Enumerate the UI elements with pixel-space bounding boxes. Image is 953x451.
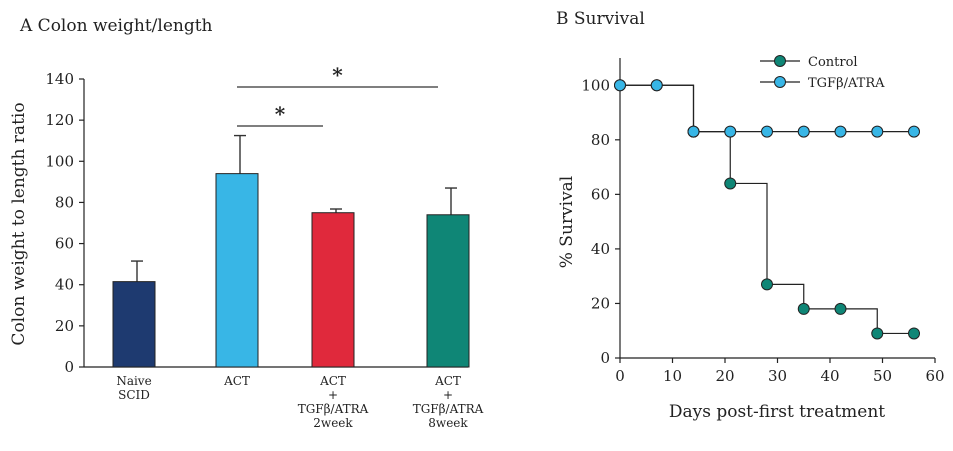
panel-b-survival-chart: B Survival % Survival Days post-first tr… xyxy=(556,9,945,422)
panel-b-x-tick-label: 40 xyxy=(820,367,839,385)
panel-a-bar xyxy=(112,281,156,368)
panel-a-bar xyxy=(426,214,470,368)
panel-a-y-tick-label: 60 xyxy=(55,235,74,253)
panel-a-bar-chart: A Colon weight/length Colon weight to le… xyxy=(9,16,484,430)
panel-b-series-line-control xyxy=(620,84,914,335)
panel-b-data-point-control xyxy=(724,177,737,190)
panel-b-legend-marker xyxy=(774,55,786,67)
panel-a-significance-star: * xyxy=(332,63,343,87)
panel-b-y-tick-label: 80 xyxy=(591,131,610,149)
panel-a-y-tick-label: 140 xyxy=(45,70,74,88)
panel-b-data-point-treatment xyxy=(614,79,626,92)
panel-b-y-tick-label: 100 xyxy=(581,76,610,94)
panel-b-y-tick-label: 40 xyxy=(591,240,610,258)
panel-b-x-tick-label: 20 xyxy=(715,367,734,385)
panel-a-significance-star: * xyxy=(275,102,286,126)
panel-a-category-label: ACT xyxy=(434,374,461,388)
panel-b-data-point-control xyxy=(761,278,773,291)
panel-a-y-tick-label: 120 xyxy=(45,111,74,129)
panel-b-y-tick-label: 20 xyxy=(591,294,610,312)
panel-a-category-label: TGFβ/ATRA xyxy=(298,402,369,416)
panel-b-data-point-treatment xyxy=(871,125,884,138)
panel-b-data-point-control xyxy=(908,327,920,340)
panel-b-x-tick-label: 10 xyxy=(663,367,682,385)
panel-b-data-point-treatment xyxy=(908,125,920,138)
panel-b-data-point-treatment xyxy=(797,125,810,138)
panel-b-legend-label: TGFβ/ATRA xyxy=(808,76,885,91)
panel-a-category-label: + xyxy=(443,388,453,402)
panel-a-category-label: Naive xyxy=(116,374,151,388)
panel-b-data-point-treatment xyxy=(650,79,663,92)
panel-b-x-tick-label: 60 xyxy=(925,367,944,385)
panel-a-category-label: ACT xyxy=(223,374,250,388)
panel-b-series-line-treatment xyxy=(620,84,914,133)
panel-a-category-label: 2week xyxy=(313,416,353,430)
panel-b-data-point-treatment xyxy=(834,125,847,138)
panel-b-data-point-treatment xyxy=(761,125,773,138)
panel-a-y-tick-label: 40 xyxy=(55,276,74,294)
panel-b-title: B Survival xyxy=(556,9,645,29)
panel-b-x-axis-label: Days post-first treatment xyxy=(669,402,885,422)
panel-a-category-label: 8week xyxy=(428,416,468,430)
panel-a-bar xyxy=(215,173,259,368)
panel-b-data-point-treatment xyxy=(687,125,700,138)
panel-b-data-point-treatment xyxy=(724,125,737,138)
panel-a-category-label: TGFβ/ATRA xyxy=(413,402,484,416)
panel-a-y-tick-label: 0 xyxy=(64,358,74,376)
panel-b-x-tick-label: 0 xyxy=(615,367,625,385)
panel-b-data-point-control xyxy=(871,327,884,340)
panel-b-legend-marker xyxy=(774,76,786,88)
panel-b-y-tick-label: 60 xyxy=(591,185,610,203)
panel-b-data-point-control xyxy=(834,302,847,315)
panel-a-title: A Colon weight/length xyxy=(19,16,213,36)
panel-a-bar xyxy=(311,212,355,368)
panel-b-legend-label: Control xyxy=(808,55,858,70)
panel-b-y-tick-label: 0 xyxy=(600,349,610,367)
panel-a-y-tick-label: 20 xyxy=(55,317,74,335)
panel-a-category-label: ACT xyxy=(319,374,346,388)
panel-a-y-tick-label: 100 xyxy=(45,152,74,170)
panel-b-x-tick-label: 30 xyxy=(768,367,787,385)
panel-a-category-label: SCID xyxy=(118,388,150,402)
panel-b-y-axis-label: % Survival xyxy=(557,176,577,269)
panel-b-data-point-control xyxy=(797,302,810,315)
panel-a-category-label: + xyxy=(328,388,338,402)
panel-b-x-tick-label: 50 xyxy=(873,367,892,385)
panel-a-y-axis-label: Colon weight to length ratio xyxy=(9,102,29,345)
panel-a-y-tick-label: 80 xyxy=(55,193,74,211)
